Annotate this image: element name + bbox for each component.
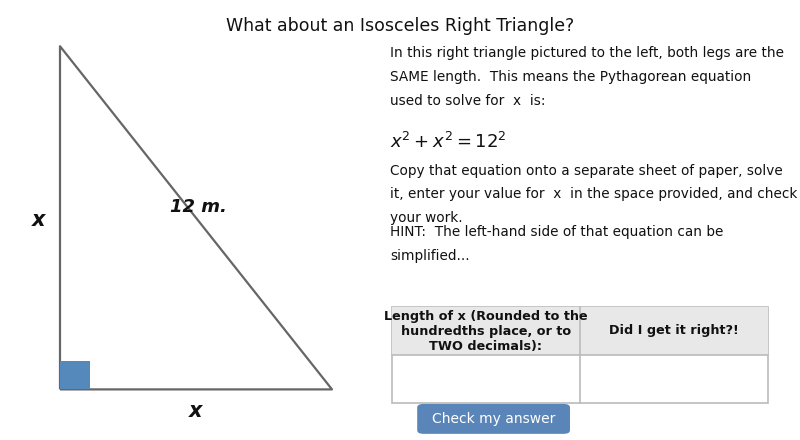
Text: In this right triangle pictured to the left, both legs are the: In this right triangle pictured to the l… xyxy=(390,46,784,60)
Bar xyxy=(392,307,768,403)
Bar xyxy=(392,307,768,355)
Text: Did I get it right?!: Did I get it right?! xyxy=(609,324,739,337)
Text: Length of x (Rounded to the
hundredths place, or to
TWO decimals):: Length of x (Rounded to the hundredths p… xyxy=(384,310,588,353)
Text: $x^2 + x^2 = 12^2$: $x^2 + x^2 = 12^2$ xyxy=(390,132,507,152)
Text: used to solve for  x  is:: used to solve for x is: xyxy=(390,94,546,108)
Text: Check my answer: Check my answer xyxy=(432,412,555,426)
Text: x: x xyxy=(32,210,45,230)
Text: HINT:  The left-hand side of that equation can be: HINT: The left-hand side of that equatio… xyxy=(390,225,724,239)
Bar xyxy=(60,361,90,389)
FancyBboxPatch shape xyxy=(418,404,570,434)
Text: your work.: your work. xyxy=(390,211,463,225)
Text: 12 m.: 12 m. xyxy=(170,198,227,216)
Text: SAME length.  This means the Pythagorean equation: SAME length. This means the Pythagorean … xyxy=(390,70,752,84)
Text: it, enter your value for  x  in the space provided, and check: it, enter your value for x in the space … xyxy=(390,187,798,202)
Text: x: x xyxy=(190,401,202,422)
Text: Copy that equation onto a separate sheet of paper, solve: Copy that equation onto a separate sheet… xyxy=(390,164,783,178)
Text: simplified...: simplified... xyxy=(390,249,470,263)
Text: What about an Isosceles Right Triangle?: What about an Isosceles Right Triangle? xyxy=(226,17,574,35)
